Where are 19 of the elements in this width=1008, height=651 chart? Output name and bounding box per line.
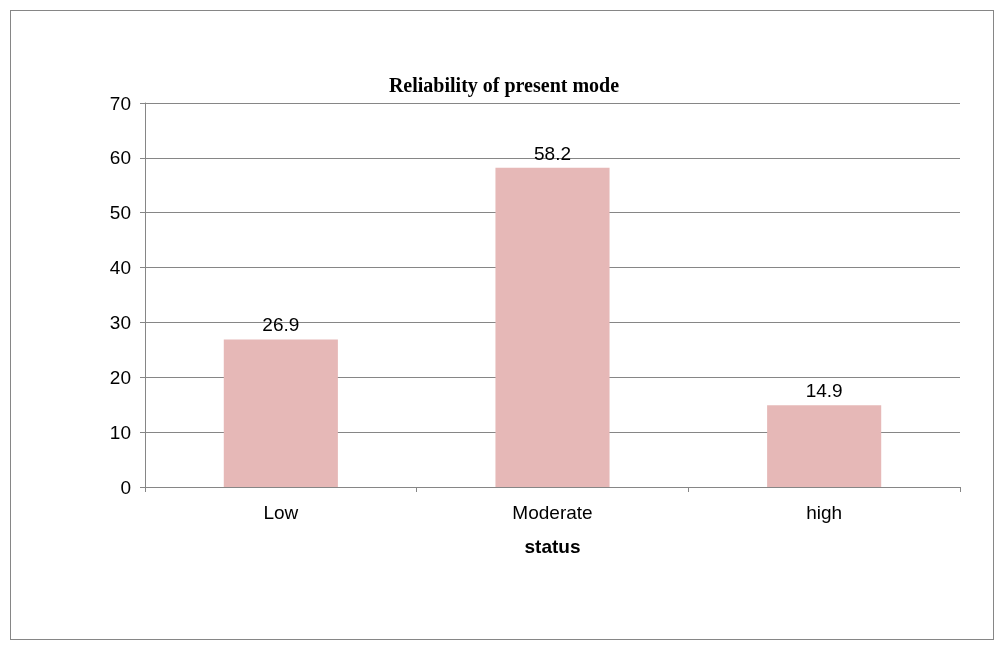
y-tick-label: 40	[109, 257, 131, 279]
data-label: 14.9	[805, 380, 843, 402]
data-label: 58.2	[534, 142, 571, 164]
y-tick-label: 60	[109, 147, 131, 169]
chart-title: Reliability of present mode	[388, 74, 620, 97]
bar	[495, 167, 610, 487]
bar	[767, 405, 882, 487]
y-tick-label: 70	[109, 92, 131, 114]
x-tick-label: Low	[263, 502, 299, 523]
y-tick-label: 50	[109, 202, 131, 224]
y-tick-label: 20	[109, 366, 131, 388]
x-tick-label: high	[806, 502, 843, 523]
data-label: 26.9	[262, 314, 300, 336]
y-tick-label: 30	[109, 311, 131, 333]
bar	[223, 339, 338, 487]
x-axis-title: status	[524, 536, 581, 557]
y-tick-label: 10	[109, 421, 131, 443]
x-tick-label: Moderate	[512, 502, 593, 523]
y-tick-label: 0	[120, 476, 131, 498]
